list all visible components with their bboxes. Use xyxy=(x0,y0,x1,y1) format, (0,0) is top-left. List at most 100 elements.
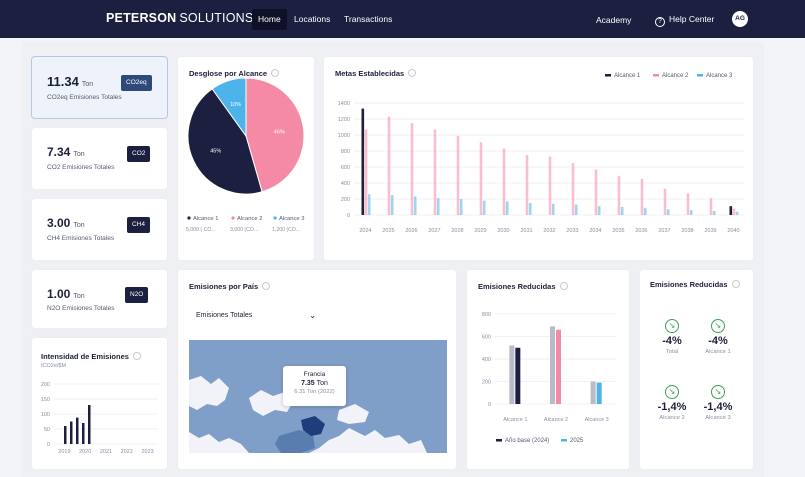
trend-down-icon: ↘ xyxy=(711,319,725,333)
bar xyxy=(390,195,394,215)
bar xyxy=(76,417,79,444)
x-tick-label: 2021 xyxy=(100,449,112,455)
bar xyxy=(590,381,596,404)
reduction-alcance2: ↘ -1,4% Alcance 2 xyxy=(657,385,687,421)
bar xyxy=(550,326,555,404)
bar xyxy=(528,203,532,215)
map-region-france xyxy=(301,416,325,436)
bar xyxy=(479,142,483,215)
y-tick-label: 1400 xyxy=(338,101,350,107)
x-tick-label: 2020 xyxy=(79,449,91,455)
info-icon[interactable] xyxy=(408,69,417,77)
bar xyxy=(70,421,73,444)
x-tick-label: Alcance 3 xyxy=(585,417,609,423)
info-icon[interactable] xyxy=(132,352,141,360)
info-icon[interactable] xyxy=(731,280,740,288)
bar xyxy=(643,207,647,215)
bar xyxy=(436,198,440,215)
bar xyxy=(620,207,624,215)
metas-title: Metas Establecidas xyxy=(335,69,417,78)
x-tick-label: 2024 xyxy=(359,228,371,234)
legend-swatch xyxy=(605,74,611,77)
y-tick-label: 200 xyxy=(482,380,491,386)
pie-chart: 46% 45% 10% Alcance 1 5,000 ( CO... Alcance 2… xyxy=(186,77,305,233)
pie-slice-label: 46% xyxy=(274,129,285,135)
legend-dot xyxy=(273,216,277,220)
x-tick-label: 2022 xyxy=(121,449,133,455)
bar xyxy=(594,169,598,215)
tooltip-sub: 6.31 Ton (2022) xyxy=(294,389,335,395)
brand-logo[interactable]: PETERSON SOLUTIONS xyxy=(106,11,254,25)
intensidad-title: Intensidad de Emisiones xyxy=(41,352,141,361)
legend-value: 5,000 ( CO... xyxy=(186,227,216,233)
reduction-alcance1: ↘ -4% Alcance 1 xyxy=(705,319,731,355)
map-sea xyxy=(337,404,369,424)
tooltip-value: 7.35 Ton xyxy=(301,380,328,387)
intensidad-chart: 0 50 100 150 200 2019 2020 2021 2022 2023 xyxy=(41,382,158,455)
nav-home[interactable]: Home xyxy=(252,9,287,30)
map-sea xyxy=(249,390,293,416)
bar xyxy=(502,148,506,215)
y-tick-label: 400 xyxy=(341,181,350,187)
reducidas-chart-title: Emisiones Reducidas xyxy=(478,282,568,291)
bar xyxy=(410,123,414,215)
info-icon[interactable] xyxy=(559,282,568,290)
x-tick-label: Alcance 2 xyxy=(544,417,568,423)
info-icon[interactable] xyxy=(262,282,271,290)
bar xyxy=(364,129,368,215)
kpi-card-n2o[interactable]: 1.00 Ton N2O Emisiones Totales N2O xyxy=(32,270,167,328)
x-tick-label: 2038 xyxy=(681,228,693,234)
ch4-badge: CH4 xyxy=(127,217,151,233)
trend-down-icon: ↘ xyxy=(711,385,725,399)
kpi-card-co2eq[interactable]: 11.34 Ton CO2eq Emisiones Totales CO2eq xyxy=(32,57,167,118)
avatar[interactable]: AG xyxy=(732,11,748,27)
tooltip-country: Francia xyxy=(303,371,326,378)
nav-academy[interactable]: Academy xyxy=(596,15,632,25)
metas-card: Metas Establecidas 0 200 400 600 800 1000 1200… xyxy=(324,57,753,260)
nav-locations[interactable]: Locations xyxy=(294,14,331,24)
emisiones-select[interactable]: Emisiones Totales ⌄ xyxy=(190,307,322,325)
legend-swatch xyxy=(496,439,502,442)
x-tick-label: 2030 xyxy=(497,228,509,234)
metas-chart: 0 200 400 600 800 1000 1200 1400 2024 2025 2026 202… xyxy=(338,73,745,234)
top-nav: PETERSON SOLUTIONS Home Locations Transac… xyxy=(0,0,805,38)
legend-swatch xyxy=(561,439,567,442)
x-tick-label: 2029 xyxy=(474,228,486,234)
y-tick-label: 800 xyxy=(482,312,491,318)
bar xyxy=(515,347,521,404)
pie-slice xyxy=(211,77,247,138)
nav-transactions[interactable]: Transactions xyxy=(344,14,393,24)
bar xyxy=(597,206,601,215)
bar xyxy=(666,209,670,215)
legend-label: Alcance 2 xyxy=(662,73,689,79)
y-tick-label: 0 xyxy=(488,402,491,408)
reducidas-chart-card: Emisiones Reducidas 0 200 400 600 800 Alcance… xyxy=(467,270,629,469)
legend-value: 3,000 (CO... xyxy=(230,227,258,233)
x-tick-label: 2033 xyxy=(566,228,578,234)
x-tick-label: 2028 xyxy=(451,228,463,234)
pie-slice xyxy=(187,88,263,195)
nav-help-center[interactable]: ? Help Center xyxy=(655,14,714,27)
kpi-card-co2[interactable]: 7.34 Ton CO2 Emisiones Totales CO2 xyxy=(32,128,167,189)
pais-title: Emisiones por País xyxy=(189,282,271,291)
bar xyxy=(433,129,437,215)
legend-label: 2025 xyxy=(570,438,584,444)
legend-label: Alcance 3 xyxy=(706,73,733,79)
legend-dot xyxy=(231,216,235,220)
x-tick-label: 2039 xyxy=(704,228,716,234)
legend-swatch xyxy=(697,74,703,77)
bar xyxy=(548,156,552,215)
bar xyxy=(456,135,460,215)
x-tick-label: 2023 xyxy=(141,449,153,455)
y-tick-label: 200 xyxy=(41,382,50,388)
co2-badge: CO2 xyxy=(127,146,151,162)
x-tick-label: 2031 xyxy=(520,228,532,234)
bar xyxy=(413,196,417,215)
x-tick-label: 2036 xyxy=(635,228,647,234)
bar xyxy=(64,426,67,444)
bar xyxy=(686,193,690,215)
map-sea xyxy=(189,376,229,410)
info-icon[interactable] xyxy=(271,69,280,77)
kpi-card-ch4[interactable]: 3.00 Ton CH4 Emisiones Totales CH4 xyxy=(32,199,167,260)
y-tick-label: 600 xyxy=(341,165,350,171)
